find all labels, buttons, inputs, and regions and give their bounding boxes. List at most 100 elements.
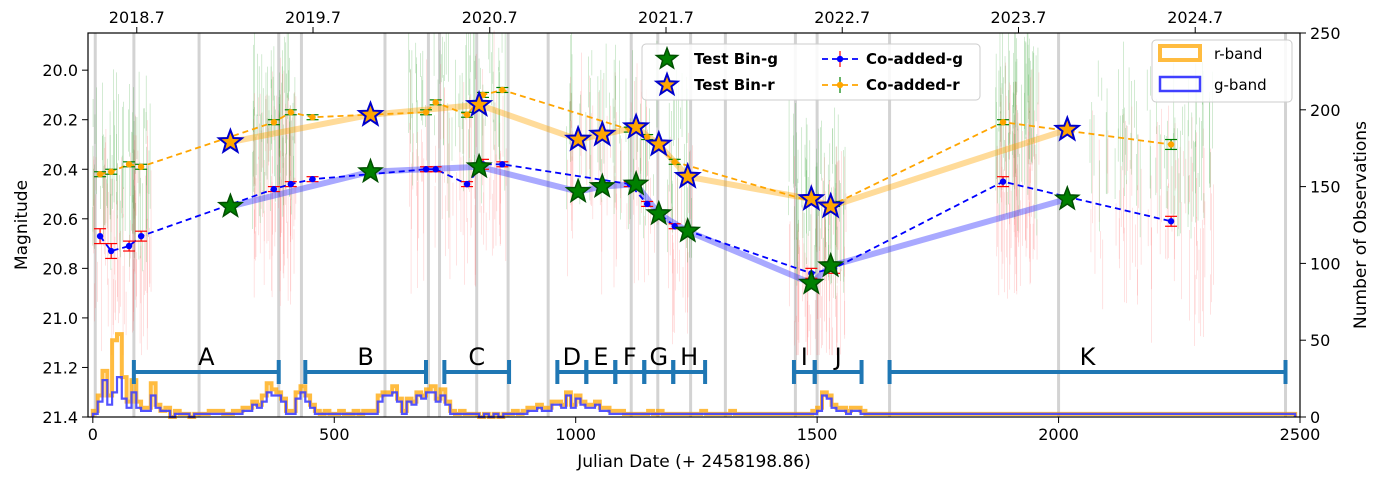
legend-coadd-g-point [836,55,844,63]
x-tick-label: 1000 [555,425,596,444]
observation-histogram [90,332,1298,419]
coadded-g-point [96,232,104,240]
y-tick-label: 20.8 [42,259,78,278]
y-tick-label: 21.4 [42,408,78,427]
legend-label: Co-added-g [866,50,963,68]
coadded-r-point [96,171,104,178]
y-tick-label: 20.0 [42,61,78,80]
raw-observation-scatter [92,30,1214,356]
coadded-r-point [999,118,1007,126]
r-band-line [229,101,1069,210]
y2-tick-label: 0 [1310,408,1320,427]
test-bin-g-star [216,192,244,218]
band-trend-lines [229,101,1069,287]
test-bin-g-star [465,152,493,179]
coadded-g-point [137,232,145,240]
plot-frame [87,32,1301,418]
y2-tick-label: 250 [1310,24,1341,43]
y-tick-label: 20.6 [42,210,78,229]
test-bin-r-star [464,89,494,117]
coadded-g-point [422,166,430,173]
test-bin-r-star [216,127,245,155]
top-tick-label: 2019.7 [285,8,341,27]
coadded-r-point [270,118,278,126]
legend-coadd-r-point [836,81,844,89]
legend-label: Test Bin-r [694,76,775,94]
legend-star-r [653,71,681,97]
coadded-r-point [309,114,316,121]
y2-tick-label: 200 [1310,101,1341,120]
y2-axis-title: Number of Observations [1351,121,1371,329]
test-bin-r-star [356,99,385,127]
segment-label: I [801,343,808,371]
top-tick-label: 2023.7 [990,8,1046,27]
legend-box [641,43,981,101]
legend-band-box [1151,39,1293,103]
y-tick-label: 20.2 [42,111,78,130]
top-tick-label: 2021.7 [638,8,694,27]
coadded-r-point [643,133,651,141]
legend-markers: Test Bin-g Test Bin-r Co-added-g Co-added-r [641,43,981,101]
test-bin-stars [216,89,1082,295]
legend-label: Co-added-r [866,76,960,94]
test-bin-g-star [817,251,845,278]
test-bin-g-star [564,177,592,204]
coadded-r-point [432,99,439,106]
y-tick-label: 21.0 [42,309,78,328]
legend-label: Test Bin-g [694,50,778,68]
legend-g-band-swatch [1158,75,1202,93]
top-tick-label: 2024.7 [1167,8,1223,27]
segment-label: G [649,343,668,371]
coadded-g-point [463,180,471,188]
test-bin-g-star [674,217,702,243]
segment-label: A [198,343,215,371]
coadded-g-point [309,175,316,183]
coadded-g-point [432,166,439,173]
coadded-g-point [1167,218,1175,225]
legend-star-g [654,45,680,70]
test-bin-g-star [1053,184,1081,211]
segment-label: C [468,343,485,371]
coadded-r-point [1167,141,1175,148]
segment-label: J [833,343,842,371]
x-tick-label: 1500 [797,425,838,444]
coadded-r-point [107,168,115,175]
coadded-r-point [422,109,430,116]
legend-bands: r-band g-band [1151,39,1293,103]
x-axis-title: Julian Date (+ 2458198.86) [576,452,811,472]
coadded-g-point [287,180,295,188]
test-bin-r-star [563,124,593,152]
coadded-g-point [107,247,115,255]
test-bin-r-star [797,184,826,212]
coadded-g-point [270,185,278,193]
test-bin-g-star [645,199,673,226]
coadded-r-point [137,163,145,170]
y2-tick-label: 100 [1310,254,1341,273]
coadded-g-point [999,178,1007,185]
y-tick-label: 20.4 [42,160,78,179]
legend-r-band-swatch [1158,44,1202,62]
top-tick-label: 2018.7 [109,8,165,27]
test-bin-r-star [621,112,651,140]
test-bin-g-star [588,172,616,199]
coadded-g-point [125,242,133,250]
test-bin-r-star [644,129,673,157]
test-bin-g-star [797,269,825,295]
test-bin-r-star [816,191,845,219]
x-tick-label: 0 [88,425,98,444]
segment-label: D [563,343,581,371]
x-tick-label: 2500 [1280,425,1321,444]
coadded-g-point [499,161,506,168]
legends: Test Bin-g Test Bin-r Co-added-g Co-added-r… [641,39,1293,103]
coadded-r-point [125,161,133,168]
g-band-line [229,163,1069,287]
segment-label: K [1080,343,1097,371]
segment-label: E [593,343,608,371]
segment-label: H [680,343,698,371]
segment-label: B [357,343,373,371]
y-tick-label: 21.2 [42,358,78,377]
